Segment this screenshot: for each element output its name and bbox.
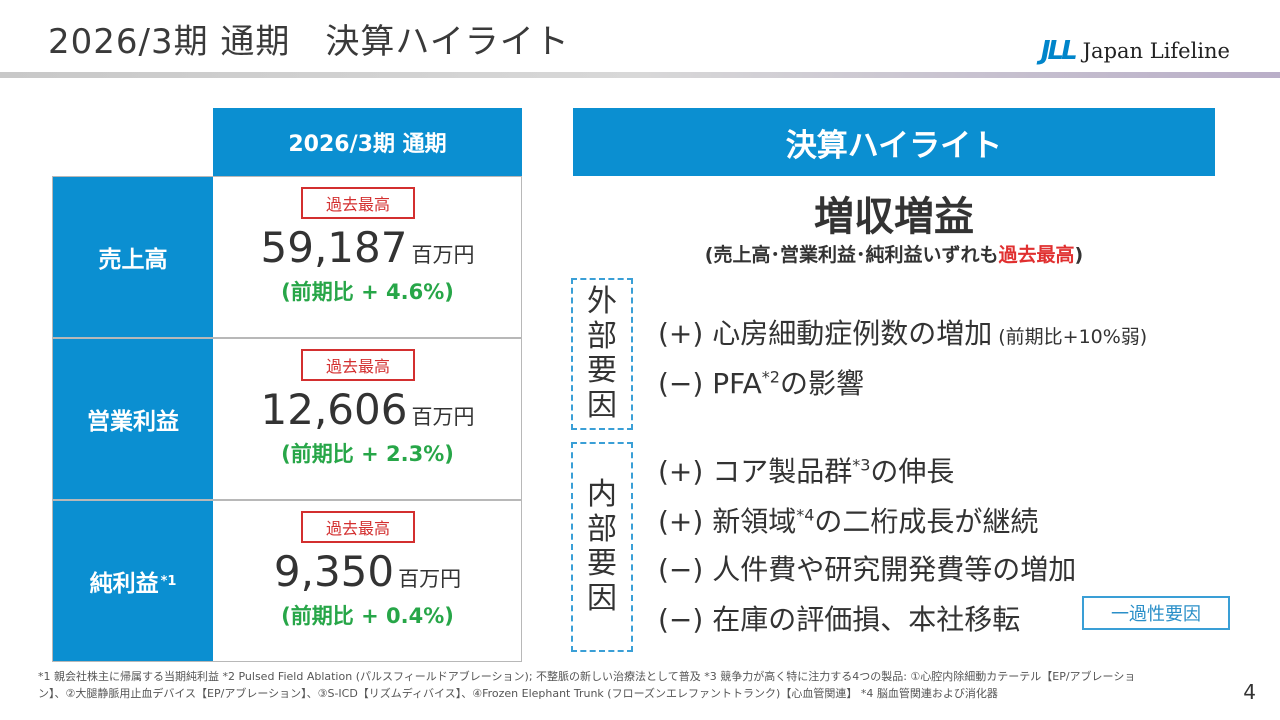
external-factors-label: 外 部 要 因: [571, 278, 633, 430]
logo-mark-icon: JLL: [1040, 36, 1078, 66]
value-line: 12,606 百万円: [213, 385, 522, 434]
external-item: (−) PFA*2の影響: [658, 367, 864, 400]
row-body: 過去最高 12,606 百万円 (前期比 + 2.3%): [213, 339, 522, 499]
page-title: 2026/3期 通期 決算ハイライト: [48, 22, 570, 62]
page-number: 4: [1243, 680, 1256, 704]
internal-item: (+) コア製品群*3の伸長: [658, 455, 955, 488]
table-header: 2026/3期 通期: [213, 108, 522, 176]
row-body: 過去最高 59,187 百万円 (前期比 + 4.6%): [213, 177, 522, 337]
unit-label: 百万円: [398, 567, 462, 591]
unit-label: 百万円: [411, 405, 475, 429]
internal-item: (−) 人件費や研究開発費等の増加: [658, 553, 1077, 586]
row-label: 純利益 *1: [53, 501, 213, 661]
value-line: 9,350 百万円: [213, 547, 522, 596]
yoy-change: (前期比 + 0.4%): [281, 604, 454, 628]
internal-item: (+) 新領域*4の二桁成長が継続: [658, 505, 1039, 538]
operating-income-value: 12,606: [260, 385, 408, 434]
record-high-badge: 過去最高: [301, 349, 415, 381]
company-logo: JLL Japan Lifeline: [1041, 36, 1230, 66]
highlight-main: 増収増益: [814, 194, 974, 240]
external-item: (+) 心房細動症例数の増加 (前期比+10%弱): [658, 317, 1148, 350]
row-label: 営業利益: [53, 339, 213, 499]
net-income-value: 9,350: [273, 547, 395, 596]
row-label: 売上高: [53, 177, 213, 337]
table-row-sales: 売上高 過去最高 59,187 百万円 (前期比 + 4.6%): [52, 176, 522, 338]
one-time-factor-tag: 一過性要因: [1082, 596, 1230, 630]
table-row-operating-income: 営業利益 過去最高 12,606 百万円 (前期比 + 2.3%): [52, 338, 522, 500]
record-high-badge: 過去最高: [301, 511, 415, 543]
row-body: 過去最高 9,350 百万円 (前期比 + 0.4%): [213, 501, 522, 661]
highlight-sub: (売上高･営業利益･純利益いずれも過去最高): [704, 244, 1084, 266]
internal-item: (−) 在庫の評価損、本社移転: [658, 603, 1021, 636]
header-divider: [0, 72, 1280, 78]
logo-text: Japan Lifeline: [1082, 39, 1230, 63]
unit-label: 百万円: [411, 243, 475, 267]
table-row-net-income: 純利益 *1 過去最高 9,350 百万円 (前期比 + 0.4%): [52, 500, 522, 662]
sales-value: 59,187: [260, 223, 408, 272]
footnote: *1 親会社株主に帰属する当期純利益 *2 Pulsed Field Ablat…: [38, 670, 1136, 701]
value-line: 59,187 百万円: [213, 223, 522, 272]
record-high-badge: 過去最高: [301, 187, 415, 219]
internal-factors-label: 内 部 要 因: [571, 442, 633, 652]
yoy-change: (前期比 + 4.6%): [281, 280, 454, 304]
yoy-change: (前期比 + 2.3%): [281, 442, 454, 466]
highlight-header: 決算ハイライト: [573, 108, 1215, 176]
